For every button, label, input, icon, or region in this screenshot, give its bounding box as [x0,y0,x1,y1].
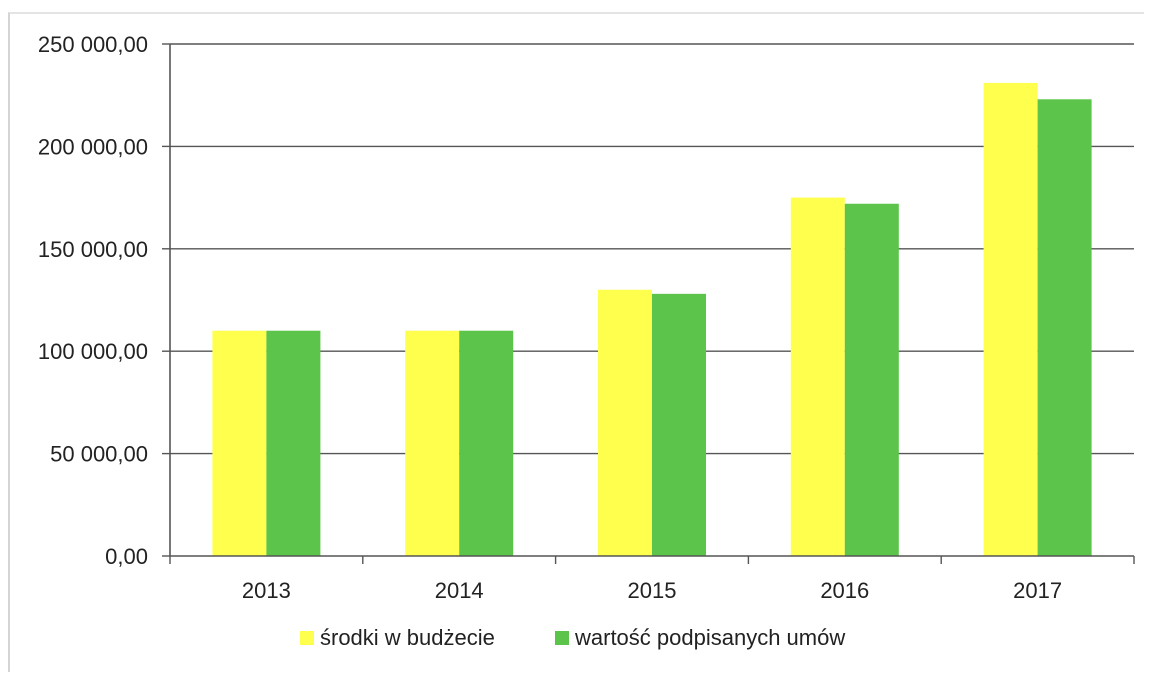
y-tick-label: 200 000,00 [38,134,148,159]
legend-swatch-0 [300,631,314,645]
bar-contracts-2015 [652,293,706,556]
x-tick-label: 2017 [1013,578,1062,603]
y-tick-label: 0,00 [105,544,148,569]
x-tick-label: 2014 [435,578,484,603]
bar-budget-2013 [212,330,267,556]
bar-contracts-2014 [459,330,514,556]
axes [169,44,1135,564]
legend-label: wartość podpisanych umów [574,625,845,650]
bar-contracts-2016 [844,203,899,556]
y-axis-ticks: 0,00 50 000,00 100 000,00 150 000,00 200 000… [38,32,148,569]
y-tick-label: 50 000,00 [50,442,148,467]
y-tick-label: 250 000,00 [38,32,148,57]
bar-contracts-2017 [1037,99,1092,557]
y-tick-label: 100 000,00 [38,339,148,364]
legend-label: środki w budżecie [320,625,495,650]
x-axis-ticks: 2013 2014 2015 2016 2017 [242,578,1062,603]
x-tick-label: 2016 [820,578,869,603]
bar-budget-2017 [983,82,1038,557]
legend-swatch-1 [555,631,569,645]
bar-contracts-2013 [266,330,321,556]
bar-budget-2016 [790,197,845,556]
x-tick-label: 2015 [628,578,677,603]
bars [212,82,1092,557]
x-tick-label: 2013 [242,578,291,603]
bar-budget-2014 [405,330,460,556]
legend: środki w budżecie wartość podpisanych umó… [300,625,845,650]
y-tick-label: 150 000,00 [38,237,148,262]
bar-budget-2015 [598,289,652,556]
chart-frame [8,12,1144,672]
